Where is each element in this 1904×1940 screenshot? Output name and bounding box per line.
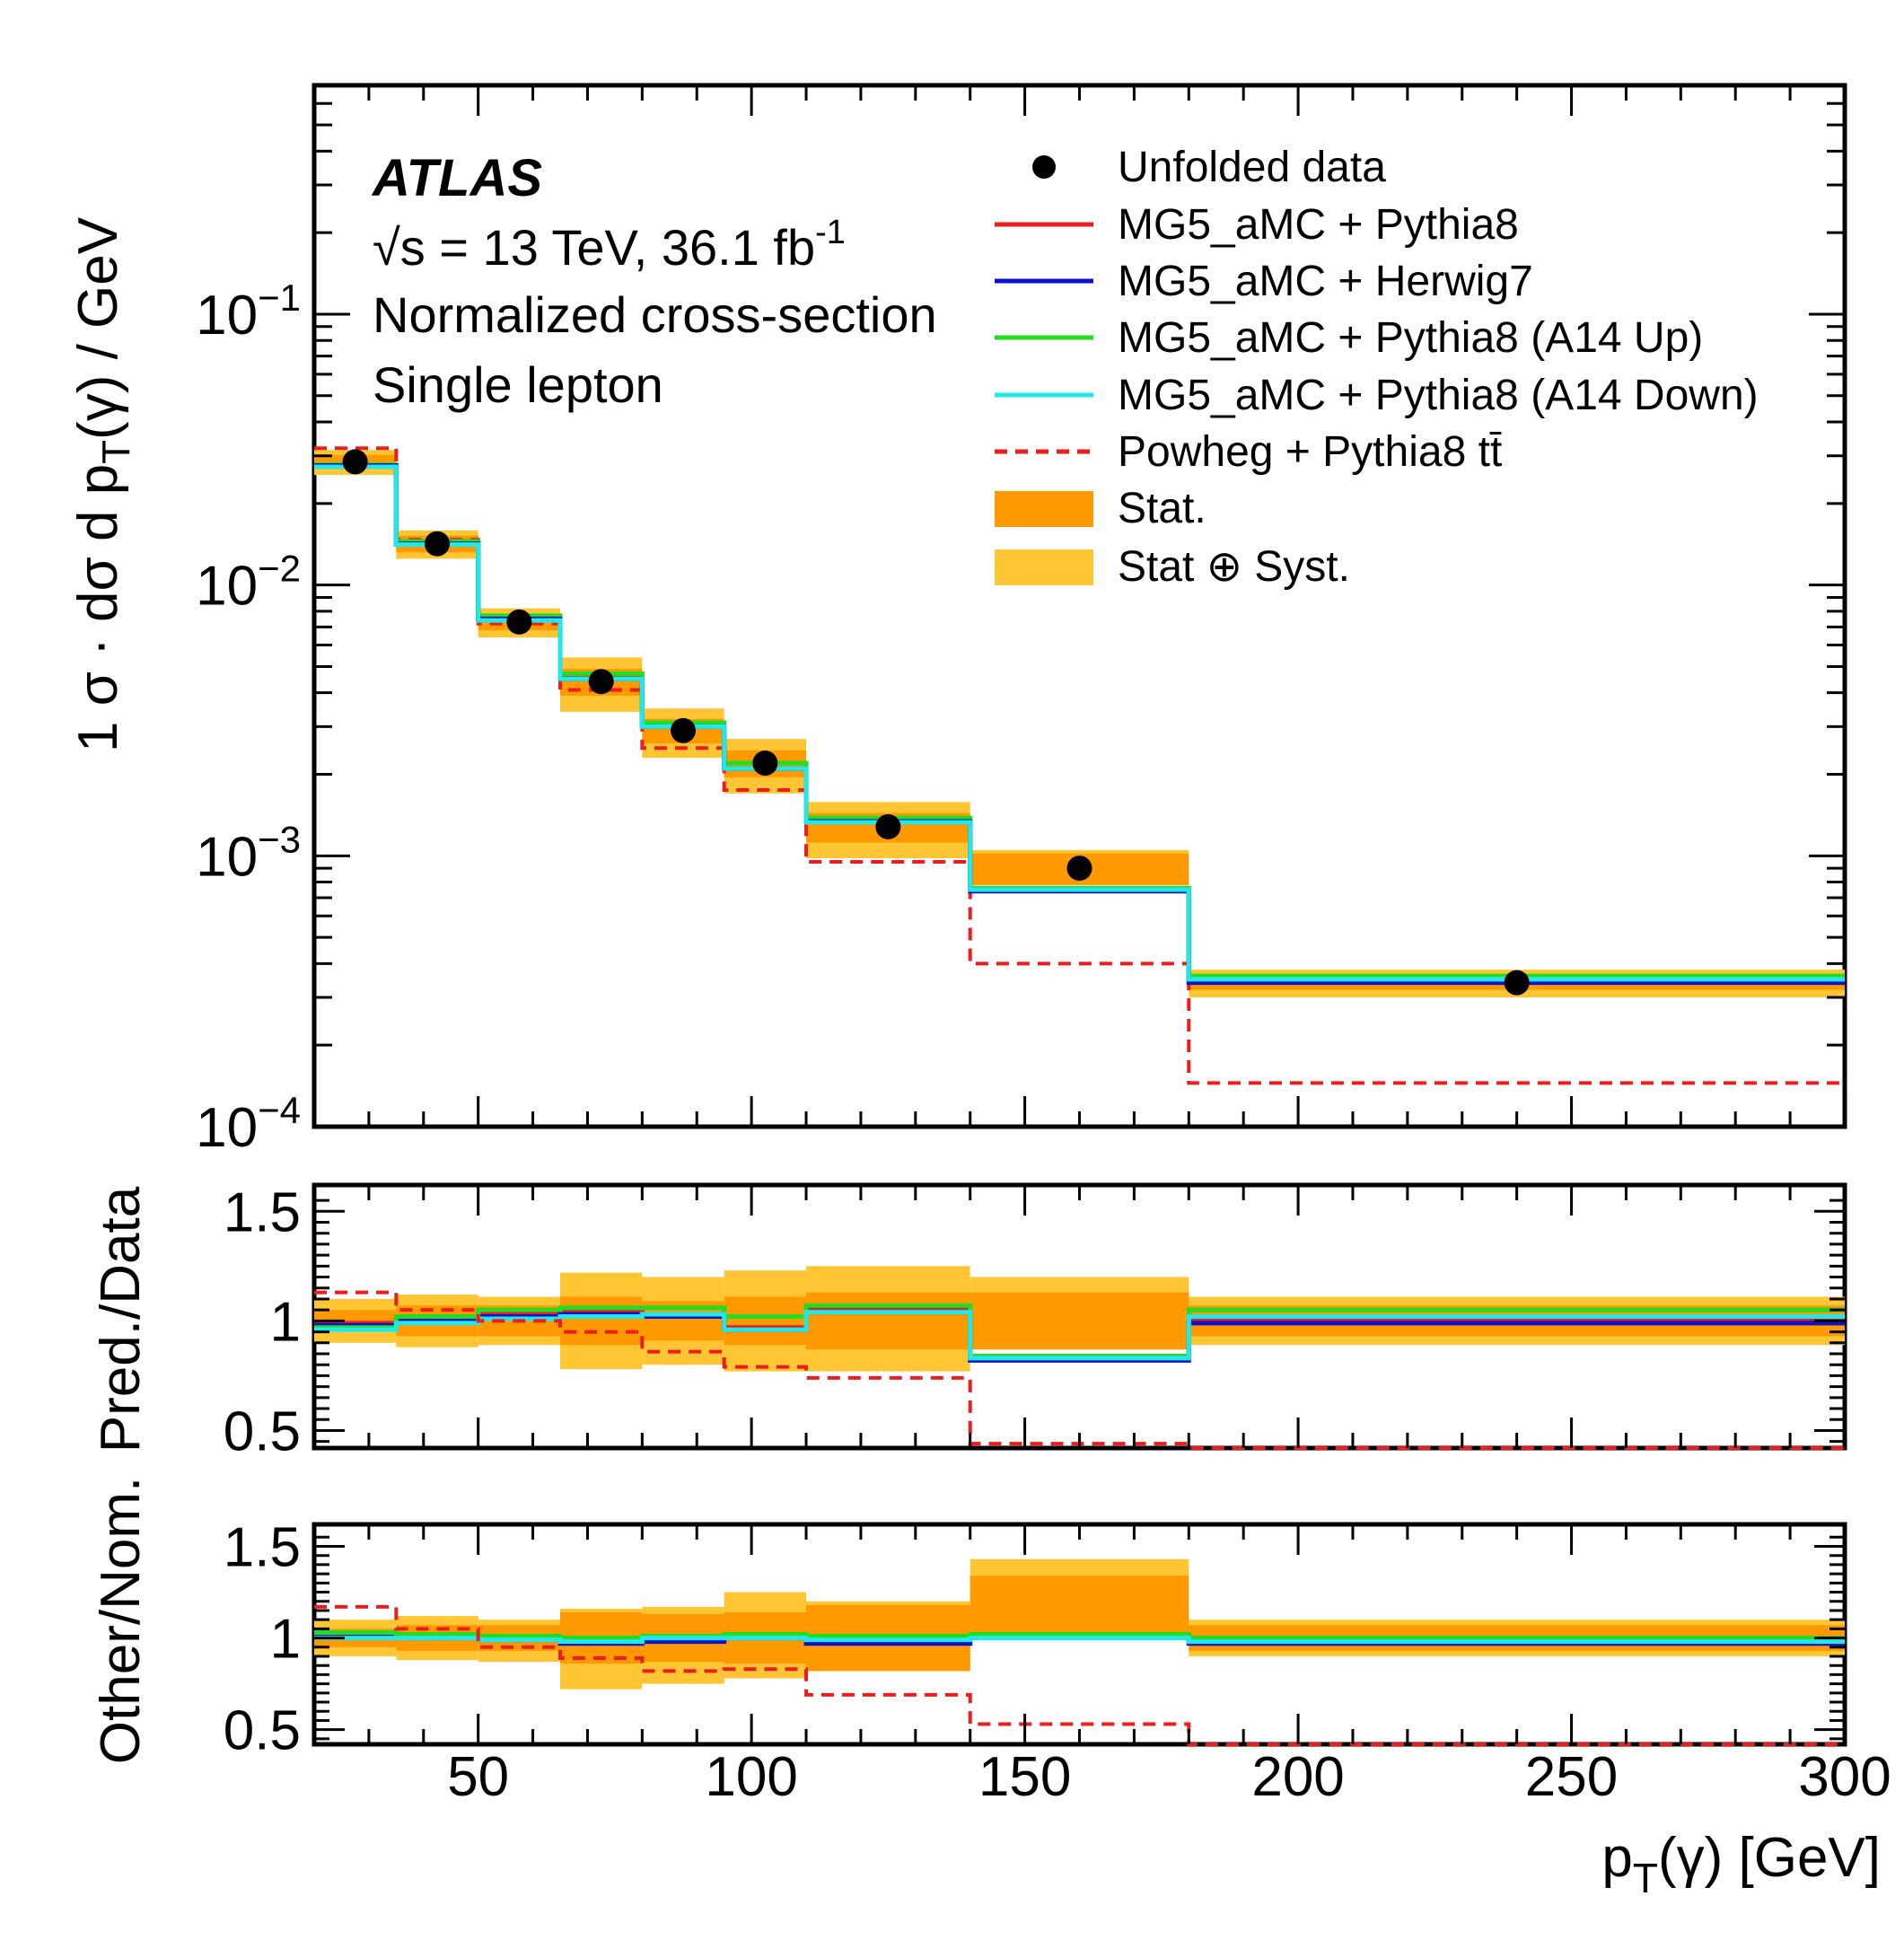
atlas-label: ATLAS [371, 149, 542, 207]
main-series-4 [314, 446, 1845, 1085]
ratio-stat-band-7 [970, 1292, 1189, 1350]
x-tick-label-4: 250 [1525, 1746, 1618, 1808]
x-tick-label-0: 50 [447, 1746, 509, 1808]
legend-a14-down-label: MG5_aMC + Pythia8 (A14 Down) [1118, 372, 1759, 419]
ratio-stat-band-5 [724, 1296, 807, 1346]
other-plot [314, 1558, 1845, 1746]
axes-ticks: 50 100 150 200 250 300 10−1 10−2 10−3 10−4 0.5 1 1.5… [196, 85, 1891, 1808]
legend-powheg-label: Powheg + Pythia8 tt̄ [1118, 428, 1502, 476]
main-plot [314, 446, 1845, 1085]
ratio-ytick-label-2: 1.5 [224, 1181, 301, 1243]
main-y-axis-title: 1 σ · dσ d pT(γ) / GeV [67, 216, 138, 752]
ratio-series-3 [314, 1310, 1845, 1361]
channel-label: Single lepton [373, 356, 663, 413]
data-point-1 [425, 531, 451, 557]
ratio-series-4 [314, 1290, 1845, 1450]
other-ytick-label-1: 1 [270, 1609, 301, 1671]
main-ytick-label-1: 10−2 [196, 548, 301, 618]
x-tick-label-3: 200 [1251, 1746, 1344, 1808]
legend-data-marker [1032, 155, 1056, 179]
data-point-7 [1066, 856, 1092, 882]
main-ytick-label-0: 10−1 [196, 277, 301, 347]
ratio-stat-band-6 [806, 1292, 970, 1350]
ratio-ytick-label-1: 1 [270, 1291, 301, 1353]
legend-mg5-pythia8-label: MG5_aMC + Pythia8 [1118, 201, 1519, 249]
legend-a14-up-label: MG5_aMC + Pythia8 (A14 Up) [1118, 314, 1703, 362]
svg-text:1 σ ·: 1 σ · dσ d pT(γ) / GeV [67, 216, 138, 752]
energy-label: √s = 13 TeV, 36.1 fb-1 [373, 214, 846, 276]
other-ytick-label-0: 0.5 [224, 1700, 301, 1762]
ratio-plot [314, 1266, 1845, 1450]
other-ytick-label-2: 1.5 [224, 1517, 301, 1579]
x-tick-label-5: 300 [1798, 1746, 1891, 1808]
data-point-6 [875, 813, 901, 839]
legend-syst-label: Stat ⊕ Syst. [1118, 543, 1350, 591]
legend-stat-swatch [995, 491, 1093, 527]
other-series-3 [314, 1604, 1845, 1746]
data-point-3 [588, 669, 614, 695]
ratio-stat-band-3 [560, 1296, 643, 1346]
data-point-8 [1504, 970, 1530, 996]
other-y-axis-title: Other/Nom. [90, 1477, 152, 1764]
x-tick-label-1: 100 [705, 1746, 797, 1808]
main-ytick-label-2: 10−3 [196, 818, 301, 888]
ratio-y-axis-title: Pred./Data [90, 1186, 152, 1453]
main-ytick-label-3: 10−4 [196, 1089, 301, 1159]
legend-syst-swatch [995, 549, 1093, 585]
legend: Unfolded data MG5_aMC + Pythia8 MG5_aMC … [995, 144, 1759, 591]
ylabel-frac: 1 σ · dσ d pT(γ) / GeV [67, 216, 138, 752]
data-point-5 [752, 751, 778, 777]
legend-stat-label: Stat. [1118, 485, 1206, 532]
data-point-0 [342, 449, 368, 475]
other-stat-band-7 [970, 1576, 1189, 1633]
ratio-ytick-label-0: 0.5 [224, 1400, 301, 1462]
measurement-label: Normalized cross-section [373, 286, 937, 343]
data-point-2 [506, 609, 532, 635]
x-axis-title: pT(γ) [GeV] [1601, 1827, 1881, 1901]
x-tick-label-2: 150 [978, 1746, 1071, 1808]
legend-mg5-herwig7-label: MG5_aMC + Herwig7 [1118, 258, 1533, 305]
data-point-4 [671, 717, 697, 743]
legend-data-label: Unfolded data [1118, 144, 1386, 191]
